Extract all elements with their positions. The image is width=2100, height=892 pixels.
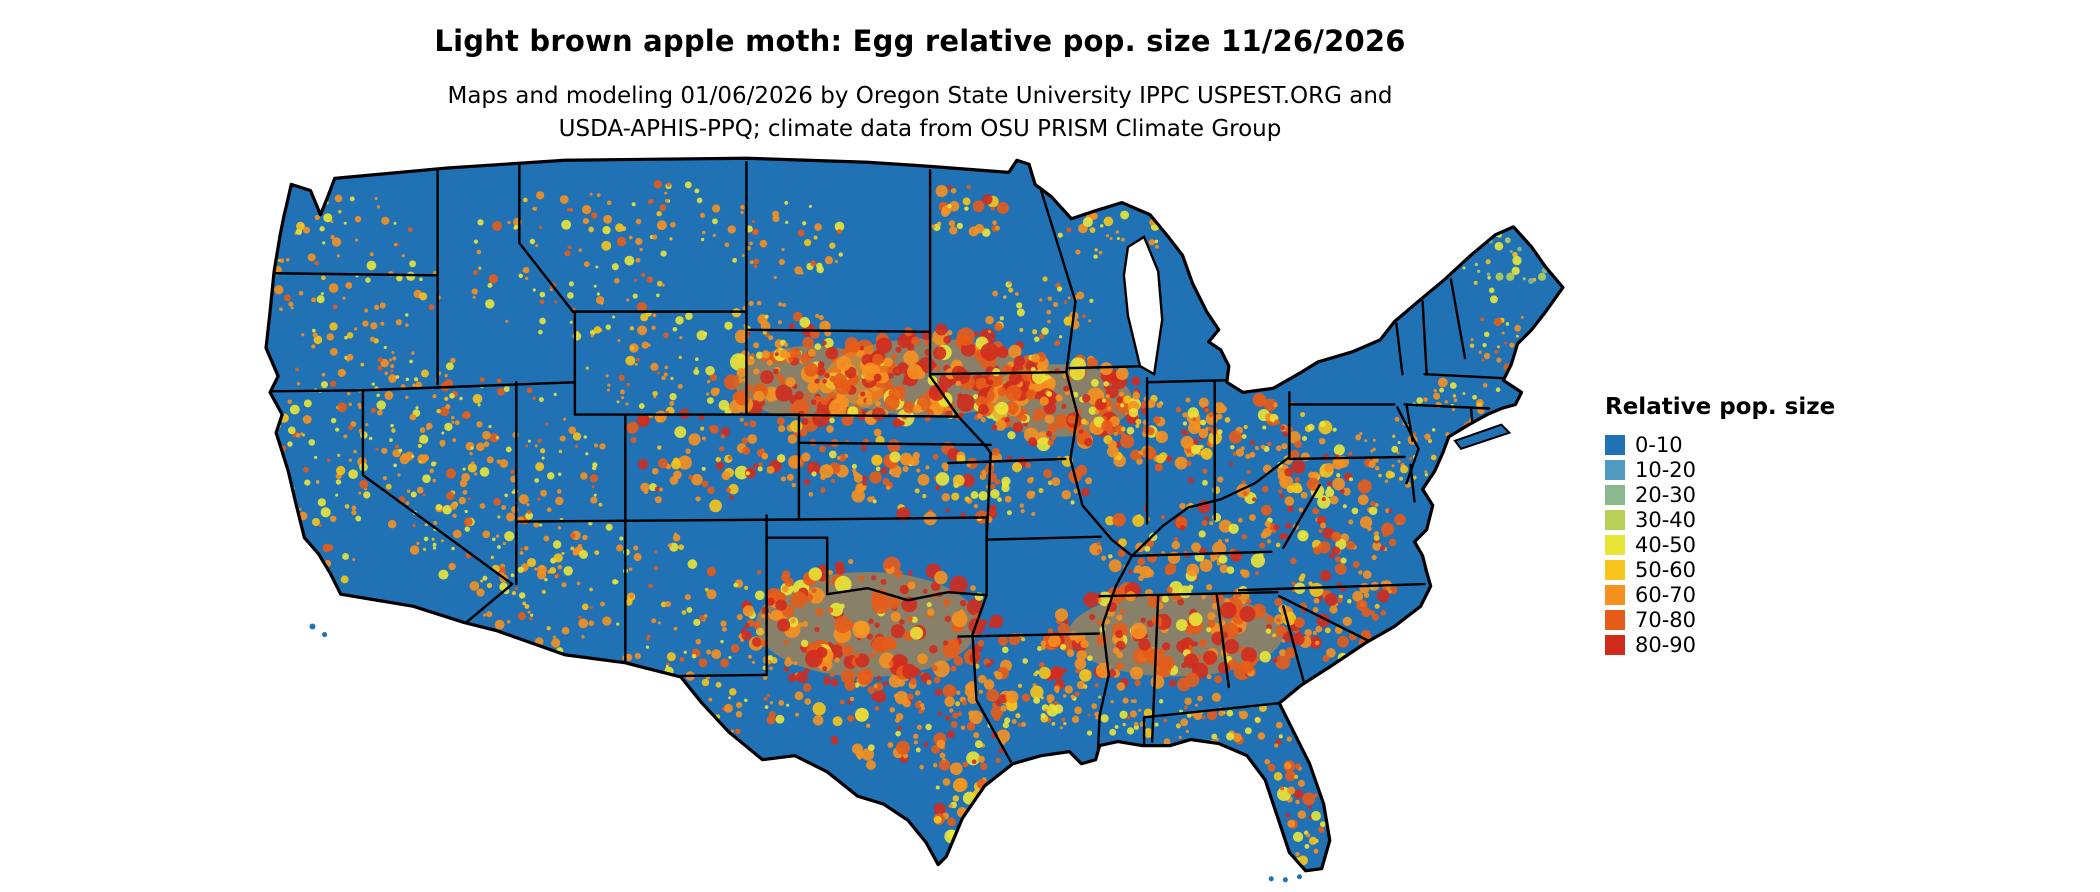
legend-item-label: 50-60	[1635, 557, 1697, 582]
figure-subtitle: Maps and modeling 01/06/2026 by Oregon S…	[265, 80, 1575, 146]
island-dot	[322, 632, 328, 638]
legend-items: 0-10 10-20 20-30 30-40 40-50 50-60 60-70 70-80 8…	[1605, 432, 1835, 657]
island-dot	[1282, 877, 1288, 883]
legend-item: 20-30	[1605, 482, 1835, 507]
legend-swatch	[1605, 484, 1625, 505]
us-map	[264, 156, 1565, 883]
legend-title: Relative pop. size	[1605, 394, 1836, 420]
legend-swatch	[1605, 634, 1625, 655]
subtitle-line-1: Maps and modeling 01/06/2026 by Oregon S…	[447, 83, 1393, 109]
legend-swatch	[1605, 584, 1625, 605]
subtitle-line-2: USDA-APHIS-PPQ; climate data from OSU PR…	[558, 116, 1282, 142]
legend-item-label: 80-90	[1635, 632, 1697, 657]
legend-swatch	[1605, 509, 1625, 530]
us-map-container	[262, 150, 1574, 887]
lake-michigan	[1122, 235, 1164, 377]
island-dot	[1268, 876, 1274, 882]
legend-item: 40-50	[1605, 532, 1835, 557]
legend-item: 10-20	[1605, 457, 1835, 482]
legend-item: 60-70	[1605, 582, 1835, 607]
legend-item: 50-60	[1605, 557, 1835, 582]
legend-item: 30-40	[1605, 507, 1835, 532]
legend-swatch	[1605, 609, 1625, 630]
legend-item-label: 20-30	[1635, 482, 1697, 507]
legend-item-label: 10-20	[1635, 457, 1697, 482]
island-dot	[1296, 874, 1303, 880]
state-borders	[268, 161, 1505, 763]
legend-item: 70-80	[1605, 607, 1835, 632]
legend-swatch	[1605, 459, 1625, 480]
legend-item-label: 0-10	[1635, 432, 1683, 457]
legend-item-label: 60-70	[1635, 582, 1697, 607]
legend-item-label: 70-80	[1635, 607, 1697, 632]
legend-item-label: 30-40	[1635, 507, 1697, 532]
island-dot	[305, 206, 311, 212]
legend-swatch	[1605, 534, 1625, 555]
hotspot-layer	[267, 180, 1548, 866]
legend-item-label: 40-50	[1635, 532, 1697, 557]
us-outline	[264, 156, 1565, 873]
figure-title: Light brown apple moth: Egg relative pop…	[434, 24, 1406, 58]
legend-swatch	[1605, 434, 1625, 455]
legend-item: 0-10	[1605, 432, 1835, 457]
legend-item: 80-90	[1605, 632, 1835, 657]
island-dot	[309, 623, 316, 630]
long-island	[1453, 423, 1512, 451]
map-legend: Relative pop. size 0-10 10-20 20-30 30-40 40…	[1605, 394, 1835, 657]
legend-swatch	[1605, 559, 1625, 580]
